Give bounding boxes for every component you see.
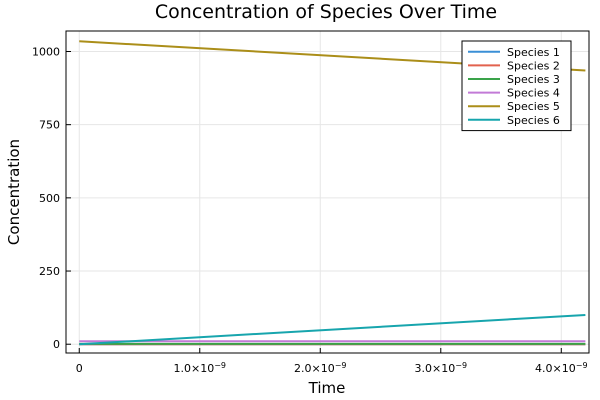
plot-frame xyxy=(65,30,590,354)
y-tick-label: 750 xyxy=(39,119,60,132)
legend-box xyxy=(461,40,572,132)
series-line-6 xyxy=(79,313,586,346)
x-tick-label: 4.0×10−9 xyxy=(535,361,588,375)
x-axis-ticks: 0 1.0×10−9 2.0×10−9 3.0×10−9 4.0×10−9 xyxy=(76,348,588,375)
x-tick-exponent: −9 xyxy=(214,361,226,370)
x-tick-label: 1.0×10−9 xyxy=(174,361,227,375)
x-tick-exponent: −9 xyxy=(335,361,347,370)
chart-title: Concentration of Species Over Time xyxy=(155,1,497,23)
y-tick-label: 0 xyxy=(53,338,60,351)
x-tick-exponent: −9 xyxy=(576,361,588,370)
x-tick-label: 2.0×10−9 xyxy=(294,361,347,375)
y-axis-ticks: 0 250 500 750 1000 xyxy=(32,45,71,351)
legend-label-5: Species 5 xyxy=(507,100,560,113)
y-tick-label: 250 xyxy=(39,265,60,278)
x-tick-label: 3.0×10−9 xyxy=(415,361,468,375)
legend-label-2: Species 2 xyxy=(507,59,560,72)
legend-label-1: Species 1 xyxy=(507,46,560,59)
x-tick-label: 0 xyxy=(76,362,83,375)
x-tick-exponent: −9 xyxy=(455,361,467,370)
legend-label-3: Species 3 xyxy=(507,73,560,86)
y-tick-label: 500 xyxy=(39,192,60,205)
y-tick-label: 1000 xyxy=(32,45,60,58)
legend-label-6: Species 6 xyxy=(507,114,560,127)
y-axis-label: Concentration xyxy=(5,139,23,245)
legend-label-4: Species 4 xyxy=(507,87,560,100)
x-axis-label: Time xyxy=(308,379,346,397)
